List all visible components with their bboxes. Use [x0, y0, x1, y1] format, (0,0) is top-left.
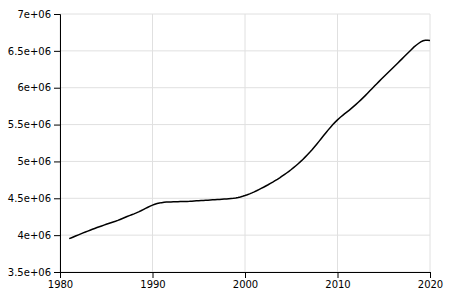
tick-label: 1990 — [140, 279, 165, 290]
grid — [60, 14, 430, 272]
tick-label: 1980 — [48, 279, 73, 290]
tick: 2000 — [233, 272, 258, 290]
tick-mark — [430, 272, 431, 278]
tick-mark — [54, 161, 60, 162]
grid-line-x — [152, 14, 153, 272]
tick-label: 6e+06 — [17, 82, 51, 93]
tick-label: 7e+06 — [17, 9, 51, 20]
grid-line-x — [337, 14, 338, 272]
grid-line-y — [60, 198, 430, 199]
grid-line-y — [60, 235, 430, 236]
tick-label: 2010 — [325, 279, 350, 290]
tick: 2010 — [325, 272, 350, 290]
grid-line-y — [60, 14, 430, 15]
y-axis: 3.5e+06 4e+06 4.5e+06 5e+06 5.5e+06 6e+06 6.5e… — [8, 9, 61, 278]
tick-mark — [54, 198, 60, 199]
tick-label: 3.5e+06 — [8, 267, 51, 278]
tick: 3.5e+06 — [8, 267, 60, 278]
tick-mark — [54, 235, 60, 236]
tick: 6.5e+06 — [8, 46, 60, 57]
grid-line-y — [60, 50, 430, 51]
tick: 4.5e+06 — [8, 193, 60, 204]
grid-line-x — [245, 14, 246, 272]
tick-label: 4.5e+06 — [8, 193, 51, 204]
grid-line-x — [430, 14, 431, 272]
tick: 7e+06 — [17, 9, 60, 20]
grid-line-y — [60, 87, 430, 88]
tick: 1990 — [140, 272, 165, 290]
chart: 1980 1990 2000 2010 2020 3.5e+06 4e+06 4.5e+06 5… — [0, 0, 450, 300]
tick-mark — [338, 272, 339, 278]
tick-mark — [54, 88, 60, 89]
tick: 4e+06 — [17, 230, 60, 241]
tick: 6e+06 — [17, 82, 60, 93]
axis-line — [61, 273, 431, 279]
tick-mark — [153, 272, 154, 278]
line — [69, 40, 430, 238]
x-axis: 1980 1990 2000 2010 2020 — [48, 272, 443, 290]
tick-mark — [54, 14, 60, 15]
tick: 5e+06 — [17, 156, 60, 167]
tick-label: 4e+06 — [17, 230, 51, 241]
tick-mark — [54, 272, 60, 273]
tick-label: 6.5e+06 — [8, 46, 51, 57]
tick-mark — [54, 125, 60, 126]
grid-line-y — [60, 124, 430, 125]
tick-label: 2020 — [418, 279, 443, 290]
plot-area — [69, 40, 430, 238]
tick-label: 5e+06 — [17, 156, 51, 167]
tick-label: 5.5e+06 — [8, 119, 51, 130]
tick-mark — [54, 51, 60, 52]
tick: 5.5e+06 — [8, 119, 60, 130]
grid-line-y — [60, 161, 430, 162]
axis-line — [54, 15, 61, 273]
tick-label: 2000 — [233, 279, 258, 290]
tick: 2020 — [418, 272, 443, 290]
tick: 1980 — [48, 272, 73, 290]
tick-mark — [245, 272, 246, 278]
